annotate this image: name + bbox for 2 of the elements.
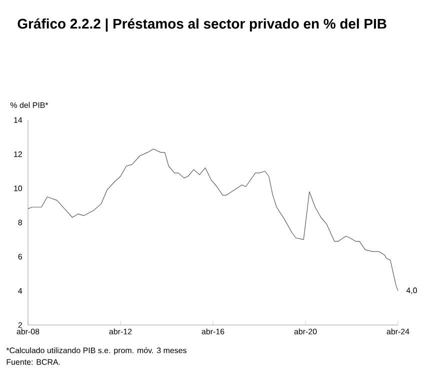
line-series bbox=[28, 148, 398, 292]
chart-title: Gráfico 2.2.2 | Préstamos al sector privado en % del PIB bbox=[18, 18, 386, 32]
